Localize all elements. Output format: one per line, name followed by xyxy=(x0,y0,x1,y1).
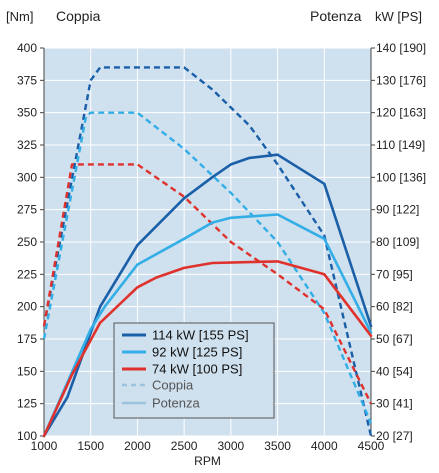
power-line-2 xyxy=(42,260,373,438)
left-tick-label: 325 xyxy=(17,138,37,152)
right-tick-label: 130 [176] xyxy=(376,73,426,87)
right-tick-label: 110 [149] xyxy=(376,138,425,152)
left-tick-label: 225 xyxy=(17,267,37,281)
right-axis-title: Potenza xyxy=(310,8,362,24)
left-axis-unit: [Nm] xyxy=(6,9,34,24)
right-tick-label: 30 [41] xyxy=(376,397,413,411)
right-tick-label: 40 [54] xyxy=(376,364,413,378)
left-tick-label: 175 xyxy=(17,332,37,346)
x-tick-label: 2500 xyxy=(171,439,198,453)
left-axis-title: Coppia xyxy=(56,8,101,24)
left-tick-label: 100 xyxy=(17,429,37,443)
right-tick-label: 80 [109] xyxy=(376,235,419,249)
left-tick-label: 300 xyxy=(17,170,37,184)
right-tick-label: 140 [190] xyxy=(376,41,426,55)
left-tick-label: 125 xyxy=(17,397,37,411)
legend-label-2: 74 kW [100 PS] xyxy=(152,362,242,377)
left-tick-label: 275 xyxy=(17,203,37,217)
x-tick-label: 4000 xyxy=(311,439,338,453)
right-tick-label: 120 [163] xyxy=(376,106,426,120)
right-tick-label: 60 [82] xyxy=(376,300,413,314)
left-tick-label: 250 xyxy=(17,235,37,249)
right-tick-label: 100 [136] xyxy=(376,170,426,184)
left-tick-label: 200 xyxy=(17,300,37,314)
right-tick-label: 90 [122] xyxy=(376,203,419,217)
torque-line-0 xyxy=(42,66,373,437)
power-line-1 xyxy=(42,213,373,438)
torque-line-2 xyxy=(42,163,373,405)
legend-label-0: 114 kW [155 PS] xyxy=(152,328,249,343)
x-tick-label: 1500 xyxy=(77,439,104,453)
power-line-0 xyxy=(42,153,373,438)
right-tick-label: 70 [95] xyxy=(376,267,413,281)
right-axis-unit: kW [PS] xyxy=(375,9,422,24)
x-tick-label: 3000 xyxy=(218,439,245,453)
legend-type-label-1: Potenza xyxy=(152,396,200,411)
x-tick-label: 1000 xyxy=(31,439,58,453)
left-tick-label: 150 xyxy=(17,364,37,378)
x-tick-label: 3500 xyxy=(264,439,291,453)
x-tick-label: 2000 xyxy=(124,439,151,453)
x-axis-label: RPM xyxy=(194,454,221,468)
left-tick-label: 375 xyxy=(17,73,37,87)
right-tick-label: 50 [67] xyxy=(376,332,413,346)
right-tick-label: 20 [27] xyxy=(376,429,413,443)
x-tick-label: 4500 xyxy=(358,439,385,453)
legend-type-label-0: Coppia xyxy=(152,378,194,393)
legend-label-1: 92 kW [125 PS] xyxy=(152,345,242,360)
left-tick-label: 350 xyxy=(17,106,37,120)
left-tick-label: 400 xyxy=(17,41,37,55)
